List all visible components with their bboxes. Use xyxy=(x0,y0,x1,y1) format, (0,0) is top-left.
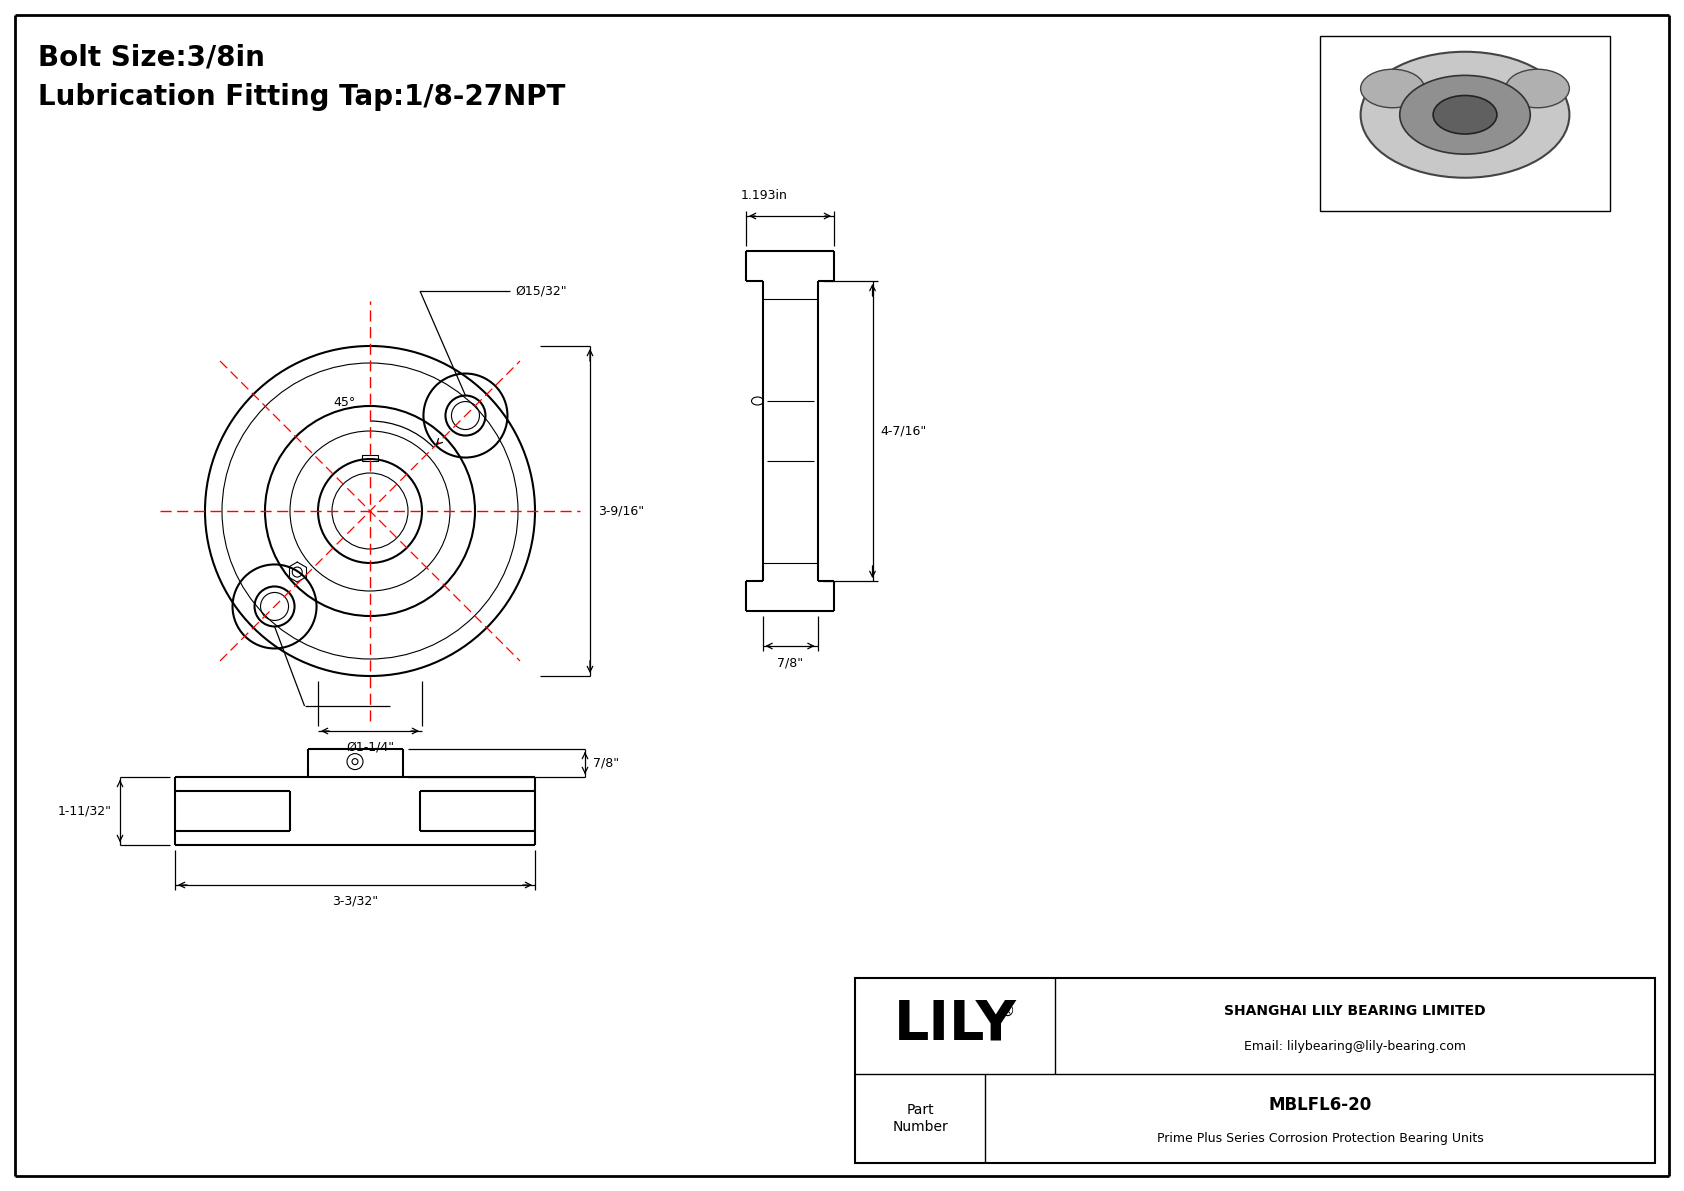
Text: SHANGHAI LILY BEARING LIMITED: SHANGHAI LILY BEARING LIMITED xyxy=(1224,1004,1485,1018)
Text: Email: lilybearing@lily-bearing.com: Email: lilybearing@lily-bearing.com xyxy=(1244,1040,1467,1053)
Ellipse shape xyxy=(1361,51,1569,177)
Text: 4-7/16": 4-7/16" xyxy=(881,424,926,437)
Bar xyxy=(855,978,1655,1162)
Text: 3-3/32": 3-3/32" xyxy=(332,894,379,908)
Text: Bolt Size:3/8in: Bolt Size:3/8in xyxy=(39,43,264,71)
Text: Part
Number: Part Number xyxy=(893,1104,948,1134)
Text: 45°: 45° xyxy=(333,395,355,409)
Text: 1.193in: 1.193in xyxy=(741,189,788,202)
Text: Prime Plus Series Corrosion Protection Bearing Units: Prime Plus Series Corrosion Protection B… xyxy=(1157,1131,1484,1145)
Text: Ø15/32": Ø15/32" xyxy=(515,285,566,298)
Text: 7/8": 7/8" xyxy=(593,756,620,769)
Text: ®: ® xyxy=(999,1004,1015,1018)
Bar xyxy=(362,455,377,461)
Text: 7/8": 7/8" xyxy=(776,656,803,669)
Text: 1-11/32": 1-11/32" xyxy=(57,804,113,817)
Text: LILY: LILY xyxy=(894,997,1017,1052)
Text: MBLFL6-20: MBLFL6-20 xyxy=(1268,1096,1372,1115)
Ellipse shape xyxy=(1399,75,1531,154)
Text: 3-9/16": 3-9/16" xyxy=(598,505,643,518)
Ellipse shape xyxy=(1505,69,1569,107)
Ellipse shape xyxy=(1433,95,1497,135)
Ellipse shape xyxy=(1361,69,1425,107)
Text: Ø1-1/4": Ø1-1/4" xyxy=(345,741,394,754)
Bar xyxy=(1320,36,1610,211)
Text: Lubrication Fitting Tap:1/8-27NPT: Lubrication Fitting Tap:1/8-27NPT xyxy=(39,83,566,111)
